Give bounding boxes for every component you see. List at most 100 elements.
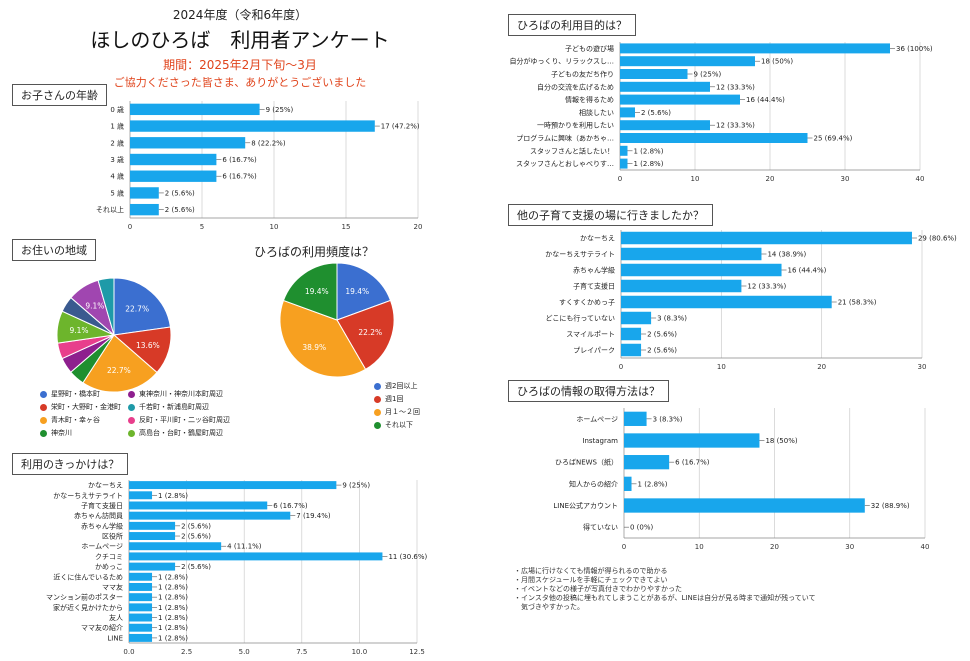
bar (129, 582, 153, 591)
legend-label: 神奈川 (51, 429, 72, 437)
pie-slice (82, 334, 158, 393)
value-label: 7 (19.4%) (296, 512, 331, 520)
section-frequency: ひろばの利用頻度は？ (254, 245, 375, 259)
category-label: スマイルポート (566, 331, 615, 339)
legend-item: 月１～２回 (374, 407, 420, 417)
legend-dot-icon (374, 395, 381, 403)
value-label: 6 (16.7%) (273, 502, 308, 510)
pie-slice (336, 299, 395, 371)
category-label: LINE (107, 634, 123, 642)
pie-slice (97, 277, 115, 336)
bar (620, 43, 890, 54)
category-label: 得ていない (583, 523, 618, 532)
slice-label: 38.9% (302, 343, 326, 352)
x-tick-label: 0 (622, 543, 626, 551)
category-label: 自分の交流を広げるため (537, 82, 614, 91)
category-label: ママ友の紹介 (81, 623, 123, 632)
category-label: 1 歳 (110, 122, 124, 131)
category-label: 子育て支援日 (81, 501, 123, 510)
legend-label: 反町・平川町・二ッ谷町周辺 (139, 416, 230, 424)
legend-item: 東神奈川・神奈川本町周辺 (128, 389, 258, 399)
value-label: 16 (44.4%) (746, 96, 785, 104)
value-label: 0 (0%) (630, 524, 654, 532)
x-tick-label: 12.5 (409, 648, 425, 656)
pie-slice (113, 277, 172, 336)
x-tick-label: 40 (916, 175, 925, 183)
legend-label: 青木町・幸ヶ谷 (51, 416, 100, 424)
legend-dot-icon (374, 421, 381, 429)
value-label: 21 (58.3%) (838, 299, 877, 307)
legend-label: 週1回 (385, 395, 404, 403)
x-tick-label: 15 (342, 223, 351, 231)
category-label: 子育て支援日 (573, 282, 615, 291)
section-trigger: 利用のきっかけは？ (12, 453, 129, 475)
value-label: 2 (5.6%) (181, 533, 211, 541)
category-label: かなーちえサテライト (53, 492, 123, 500)
value-label: 9 (25%) (266, 106, 294, 114)
legend-label: 月１～２回 (385, 408, 420, 416)
category-label: ママ友 (102, 582, 123, 591)
category-label: 0 歳 (110, 105, 124, 114)
bar (620, 107, 635, 118)
category-label: 3 歳 (110, 155, 124, 164)
value-label: 9 (25%) (694, 71, 722, 79)
category-label: スタッフさんと話したい！ (530, 146, 614, 155)
bar (621, 231, 912, 245)
comment-line: 気づきやすかった。 (514, 603, 584, 611)
value-label: 16 (44.4%) (788, 267, 827, 275)
bar (129, 491, 153, 500)
category-label: 家が近く見かけたから (53, 603, 123, 612)
value-label: 1 (2.8%) (158, 573, 188, 581)
bar (129, 603, 153, 612)
slice-label: 19.4% (305, 287, 329, 296)
legend-dot-icon (40, 403, 47, 411)
value-label: 12 (33.3%) (747, 283, 786, 291)
category-label: プログラムに興味（あかちゃ… (516, 134, 614, 143)
value-label: 25 (69.4%) (814, 135, 853, 143)
category-label: 友人 (109, 613, 123, 622)
x-tick-label: 20 (414, 223, 423, 231)
value-label: 2 (5.6%) (181, 563, 211, 571)
value-label: 17 (47.2%) (381, 123, 420, 131)
comment-line: ・広場に行けなくても情報が得られるので助かる (514, 567, 668, 575)
x-tick-label: 5 (200, 223, 204, 231)
legend-item: 週2回以上 (374, 381, 420, 391)
value-label: 4 (11.1%) (227, 543, 262, 551)
legend-label: 星野町・橋本町 (51, 390, 100, 398)
pie-slice (336, 262, 392, 321)
x-tick-label: 2.5 (181, 648, 192, 656)
value-label: 2 (5.6%) (181, 522, 211, 530)
category-label: プレイパーク (573, 347, 615, 355)
survey-period: 期間：2025年2月下旬～3月 (163, 58, 317, 72)
header: 2024年度（令和6年度） ほしのひろば 利用者アンケート 期間：2025年2月… (60, 6, 420, 90)
bar (129, 552, 383, 561)
category-label: 知人からの紹介 (569, 479, 618, 488)
bar (621, 343, 642, 357)
legend-dot-icon (374, 382, 381, 390)
section-purpose: ひろばの利用目的は？ (508, 14, 636, 36)
value-label: 32 (88.9%) (871, 502, 910, 510)
legend-dot-icon (128, 416, 135, 424)
value-label: 6 (16.7%) (222, 173, 257, 181)
category-label: クチコミ (95, 553, 123, 561)
bar (620, 120, 710, 131)
value-label: 1 (2.8%) (158, 604, 188, 612)
value-label: 6 (16.7%) (675, 459, 710, 467)
bar (129, 562, 176, 571)
value-label: 12 (33.3%) (716, 122, 755, 130)
value-label: 1 (2.8%) (158, 583, 188, 591)
value-label: 2 (5.6%) (165, 206, 195, 214)
bar (130, 187, 159, 199)
value-label: 3 (8.3%) (653, 415, 683, 423)
bar (624, 411, 647, 426)
legend-item: それ以下 (374, 420, 420, 430)
category-label: 2 歳 (110, 138, 124, 147)
category-label: 5 歳 (110, 188, 124, 197)
value-label: 18 (50%) (765, 437, 797, 445)
value-label: 12 (33.3%) (716, 83, 755, 91)
category-label: ひろばNEWS（紙） (555, 458, 618, 467)
value-label: 1 (2.8%) (634, 147, 664, 155)
category-label: 子どもの友だち作り (551, 70, 614, 79)
